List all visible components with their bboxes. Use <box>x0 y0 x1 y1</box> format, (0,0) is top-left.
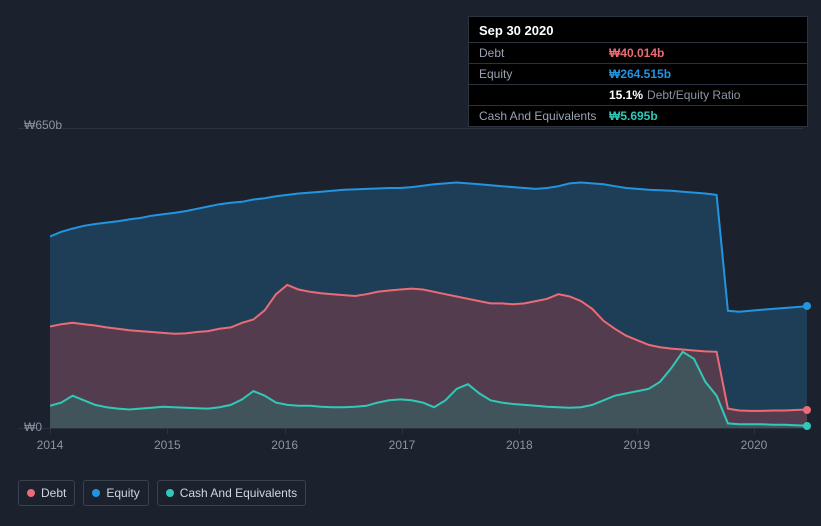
x-axis-label: 2018 <box>506 438 533 452</box>
data-tooltip: Sep 30 2020 Debt₩40.014bEquity₩264.515b1… <box>468 16 808 127</box>
tooltip-row: Equity₩264.515b <box>469 63 807 84</box>
legend-dot-icon <box>166 489 174 497</box>
tooltip-row-label: Debt <box>479 46 609 60</box>
tooltip-row-label: Equity <box>479 67 609 81</box>
equity-end-dot <box>803 302 811 310</box>
y-axis-label-bottom: ₩0 <box>24 420 42 434</box>
legend-item[interactable]: Debt <box>18 480 75 506</box>
x-tick <box>519 428 520 434</box>
tooltip-row: 15.1%Debt/Equity Ratio <box>469 84 807 105</box>
cash-end-dot <box>803 422 811 430</box>
x-axis-label: 2020 <box>741 438 768 452</box>
x-axis-label: 2019 <box>623 438 650 452</box>
legend-dot-icon <box>92 489 100 497</box>
debt-end-dot <box>803 406 811 414</box>
x-tick <box>285 428 286 434</box>
tooltip-row-value: ₩264.515b <box>609 67 671 81</box>
x-tick <box>754 428 755 434</box>
chart-legend: Debt Equity Cash And Equivalents <box>18 480 306 506</box>
x-axis-label: 2015 <box>154 438 181 452</box>
gridline-bottom <box>18 428 803 429</box>
tooltip-row-label <box>479 88 609 102</box>
x-tick <box>637 428 638 434</box>
x-tick <box>402 428 403 434</box>
x-axis-label: 2014 <box>37 438 64 452</box>
tooltip-row-subtext: Debt/Equity Ratio <box>647 88 740 102</box>
legend-label: Cash And Equivalents <box>180 486 297 500</box>
tooltip-row-label: Cash And Equivalents <box>479 109 609 123</box>
legend-label: Debt <box>41 486 66 500</box>
x-axis-label: 2016 <box>271 438 298 452</box>
tooltip-row-value: ₩5.695b <box>609 109 658 123</box>
tooltip-row-value: ₩40.014b <box>609 46 664 60</box>
legend-label: Equity <box>106 486 139 500</box>
chart-area[interactable] <box>50 128 807 428</box>
legend-item[interactable]: Equity <box>83 480 148 506</box>
tooltip-row-value: 15.1%Debt/Equity Ratio <box>609 88 740 102</box>
chart-svg <box>50 128 807 428</box>
tooltip-row: Cash And Equivalents₩5.695b <box>469 105 807 126</box>
x-tick <box>50 428 51 434</box>
legend-item[interactable]: Cash And Equivalents <box>157 480 306 506</box>
x-axis-label: 2017 <box>389 438 416 452</box>
legend-dot-icon <box>27 489 35 497</box>
x-tick <box>167 428 168 434</box>
tooltip-row: Debt₩40.014b <box>469 42 807 63</box>
tooltip-date: Sep 30 2020 <box>469 17 807 42</box>
